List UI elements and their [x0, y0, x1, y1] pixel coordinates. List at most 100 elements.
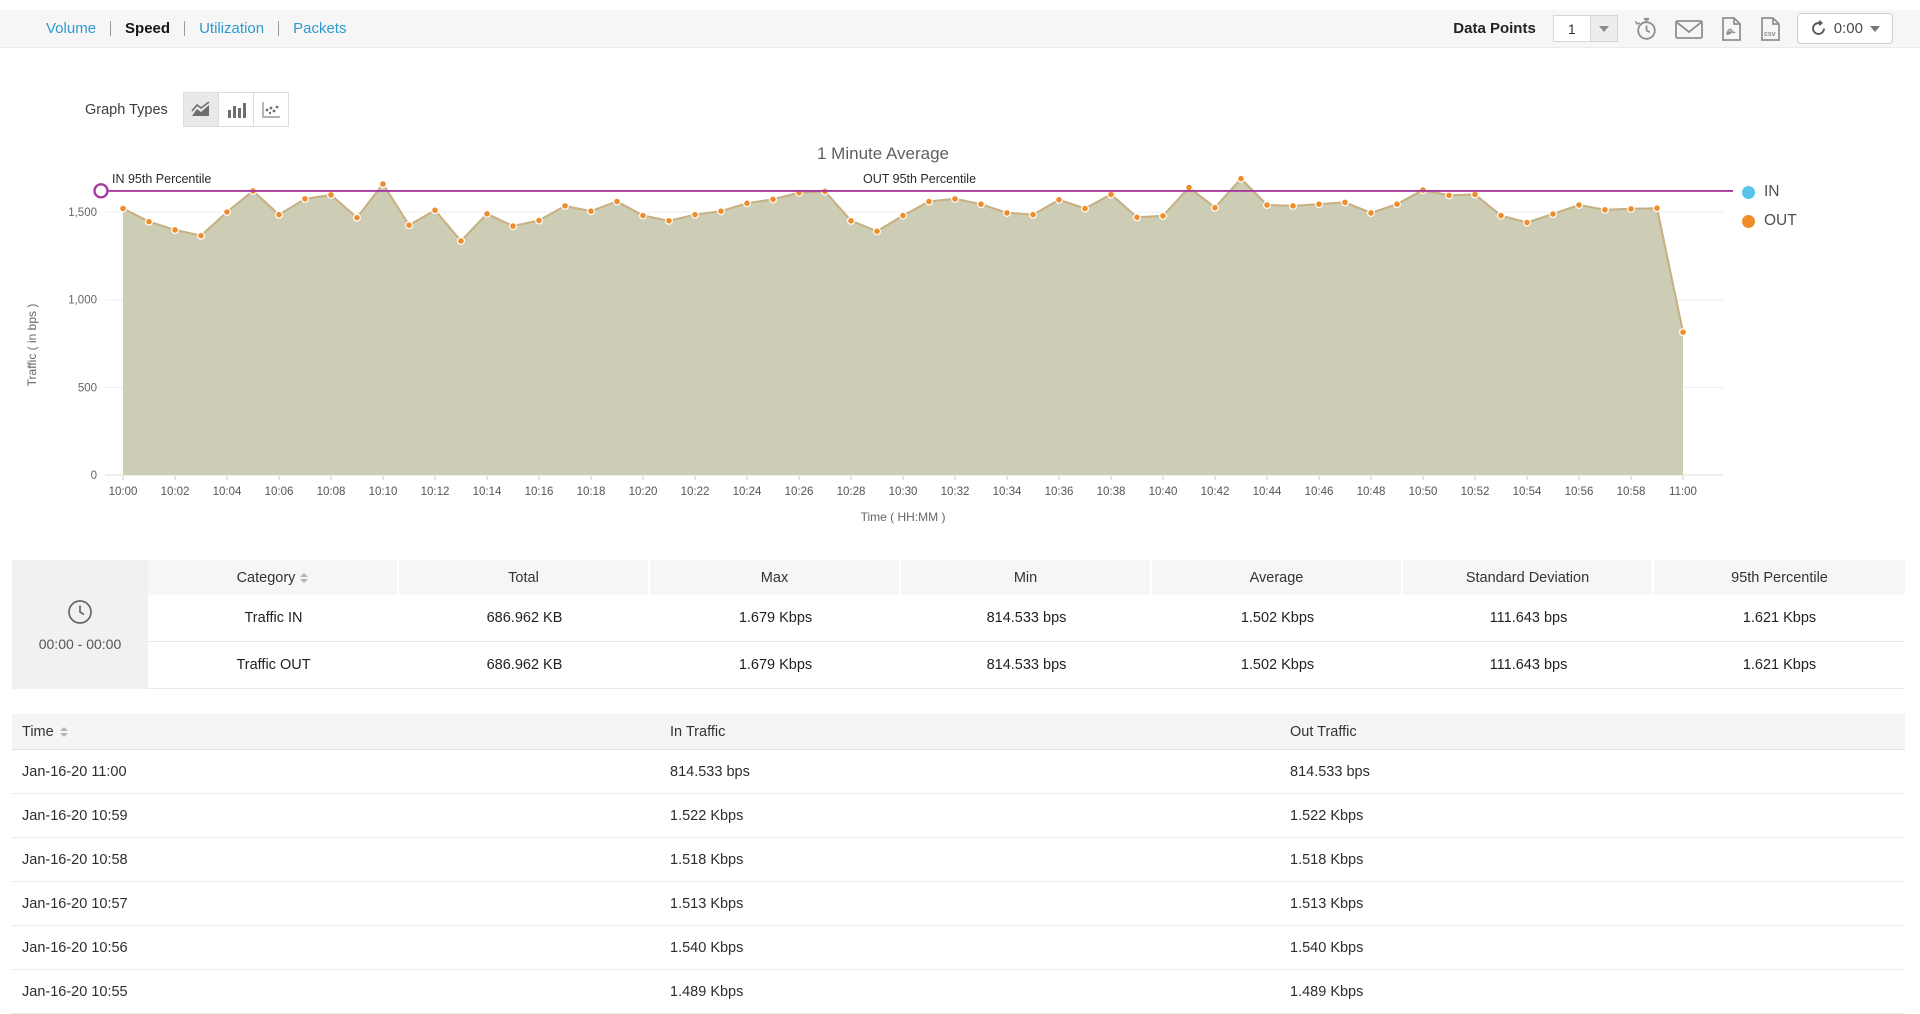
- traffic-tabs: Volume Speed Utilization Packets: [32, 20, 360, 37]
- series-area-out: [123, 178, 1683, 475]
- x-tick-label: 10:56: [1565, 486, 1594, 498]
- data-point-out: [1002, 208, 1011, 217]
- tab-volume[interactable]: Volume: [46, 20, 97, 37]
- x-tick-label: 10:28: [837, 486, 866, 498]
- data-point-out: [1522, 218, 1531, 227]
- svg-text:csv: csv: [1764, 31, 1776, 38]
- summary-header-95th-percentile[interactable]: 95th Percentile: [1654, 560, 1905, 595]
- time-table-cell: 814.533 bps: [670, 763, 750, 780]
- summary-cell: 814.533 bps: [986, 610, 1067, 626]
- time-table-header-time[interactable]: Time: [12, 714, 660, 749]
- summary-cell: 111.643 bps: [1489, 657, 1568, 673]
- sort-up-arrow: [59, 726, 68, 731]
- time-table-header-in-traffic[interactable]: In Traffic: [660, 714, 1280, 749]
- x-tick-label: 10:36: [1045, 486, 1074, 498]
- out-95th-percentile-label: OUT 95th Percentile: [863, 172, 976, 186]
- data-point-out: [353, 213, 362, 222]
- data-point-out: [1626, 204, 1635, 213]
- summary-header-total[interactable]: Total: [399, 560, 650, 595]
- legend-item-out[interactable]: OUT: [1742, 212, 1797, 230]
- data-point-out: [379, 180, 388, 189]
- data-point-out: [664, 216, 673, 225]
- sort-icon[interactable]: [59, 726, 68, 737]
- summary-header-category[interactable]: Category: [148, 560, 399, 595]
- tab-speed[interactable]: Speed: [125, 20, 171, 37]
- summary-header-max[interactable]: Max: [650, 560, 901, 595]
- refresh-timer-button[interactable]: 0:00: [1796, 13, 1893, 44]
- data-point-out: [144, 217, 153, 226]
- data-point-out: [405, 221, 414, 230]
- tab-packets[interactable]: Packets: [293, 20, 347, 37]
- x-tick-label: 10:58: [1617, 486, 1646, 498]
- y-tick-label: 1,500: [68, 207, 97, 219]
- data-point-out: [1392, 200, 1401, 209]
- table-row: Jan-16-20 10:57 1.513 Kbps 1.513 Kbps: [12, 882, 1905, 926]
- tab-utilization[interactable]: Utilization: [199, 20, 265, 37]
- data-points-select[interactable]: 1: [1552, 15, 1618, 42]
- summary-header-label: Total: [508, 569, 539, 586]
- data-point-out: [1080, 204, 1089, 213]
- table-row: Jan-16-20 10:58 1.518 Kbps 1.518 Kbps: [12, 838, 1905, 882]
- csv-export-icon: csv: [1760, 16, 1780, 41]
- x-tick-label: 11:00: [1669, 486, 1697, 498]
- summary-header-standard-deviation[interactable]: Standard Deviation: [1403, 560, 1654, 595]
- scatter-chart-icon: [262, 101, 280, 118]
- summary-cell: 814.533 bps: [986, 657, 1067, 673]
- graph-type-area-chart[interactable]: [182, 92, 219, 127]
- time-table-cell: 1.513 Kbps: [1290, 895, 1364, 912]
- summary-header-label: Max: [760, 569, 789, 586]
- time-table-cell: 1.540 Kbps: [1290, 939, 1364, 956]
- bar-chart-icon: [227, 102, 246, 118]
- sort-icon[interactable]: [300, 572, 309, 583]
- history-timer-icon: [1634, 17, 1656, 40]
- data-point-out: [950, 194, 959, 203]
- data-point-out: [1548, 209, 1557, 218]
- summary-cell: 1.621 Kbps: [1742, 610, 1817, 626]
- x-tick-label: 10:42: [1201, 486, 1230, 498]
- traffic-chart[interactable]: 0 500 1,000 1,500 10:00 10:02 10:04 10:06 10:08 1…: [20, 165, 1740, 545]
- chart-area: 0 500 1,000 1,500 10:00 10:02 10:04 10:06 10:08 1…: [20, 165, 1740, 545]
- time-table-cell: 1.513 Kbps: [670, 895, 744, 912]
- graph-type-bar-chart[interactable]: [217, 92, 254, 127]
- table-row: Jan-16-20 10:55 1.489 Kbps 1.489 Kbps: [12, 970, 1905, 1014]
- time-table-header-label: Out Traffic: [1290, 723, 1357, 740]
- summary-header-average[interactable]: Average: [1152, 560, 1403, 595]
- x-tick-label: 10:12: [421, 486, 450, 498]
- summary-cell: Traffic OUT: [236, 657, 311, 673]
- table-row: Jan-16-20 10:59 1.522 Kbps 1.522 Kbps: [12, 794, 1905, 838]
- x-tick-label: 10:38: [1097, 486, 1126, 498]
- csv-export-button[interactable]: csv: [1758, 16, 1782, 42]
- x-tick-label: 10:46: [1305, 486, 1334, 498]
- tab-separator: [110, 21, 112, 36]
- graph-type-scatter-chart[interactable]: [252, 92, 289, 127]
- summary-table-header: Category Total Max Min Average Standard Devia…: [148, 560, 1905, 595]
- chart-legend: IN OUT: [1742, 183, 1797, 230]
- clock-icon: [68, 599, 92, 624]
- data-point-out: [118, 204, 127, 213]
- data-point-out: [898, 211, 907, 220]
- chevron-down-icon: [1589, 16, 1617, 41]
- summary-header-label: Min: [1013, 569, 1038, 586]
- pdf-export-button[interactable]: [1719, 16, 1743, 42]
- summary-cell: Traffic IN: [244, 610, 303, 626]
- data-point-out: [327, 190, 336, 199]
- history-timer-button[interactable]: [1633, 16, 1659, 42]
- data-point-out: [1236, 174, 1245, 183]
- y-tick-label: 0: [91, 470, 97, 482]
- legend-item-in[interactable]: IN: [1742, 183, 1797, 201]
- data-point-out: [872, 227, 881, 236]
- time-table-cell: Jan-16-20 10:57: [22, 895, 128, 912]
- percentile-marker-icon: [93, 183, 109, 199]
- data-point-out: [924, 197, 933, 206]
- summary-header-min[interactable]: Min: [901, 560, 1152, 595]
- email-button[interactable]: [1674, 17, 1704, 41]
- summary-cell: 111.643 bps: [1489, 610, 1568, 626]
- x-tick-label: 10:22: [681, 486, 710, 498]
- time-table-header-out-traffic[interactable]: Out Traffic: [1280, 714, 1905, 749]
- sort-down-arrow: [300, 578, 309, 583]
- x-tick-label: 10:34: [993, 486, 1022, 498]
- time-table-cell: Jan-16-20 10:58: [22, 851, 128, 868]
- graph-type-buttons: [182, 92, 289, 127]
- legend-label: IN: [1764, 183, 1780, 200]
- data-point-out: [1652, 204, 1661, 213]
